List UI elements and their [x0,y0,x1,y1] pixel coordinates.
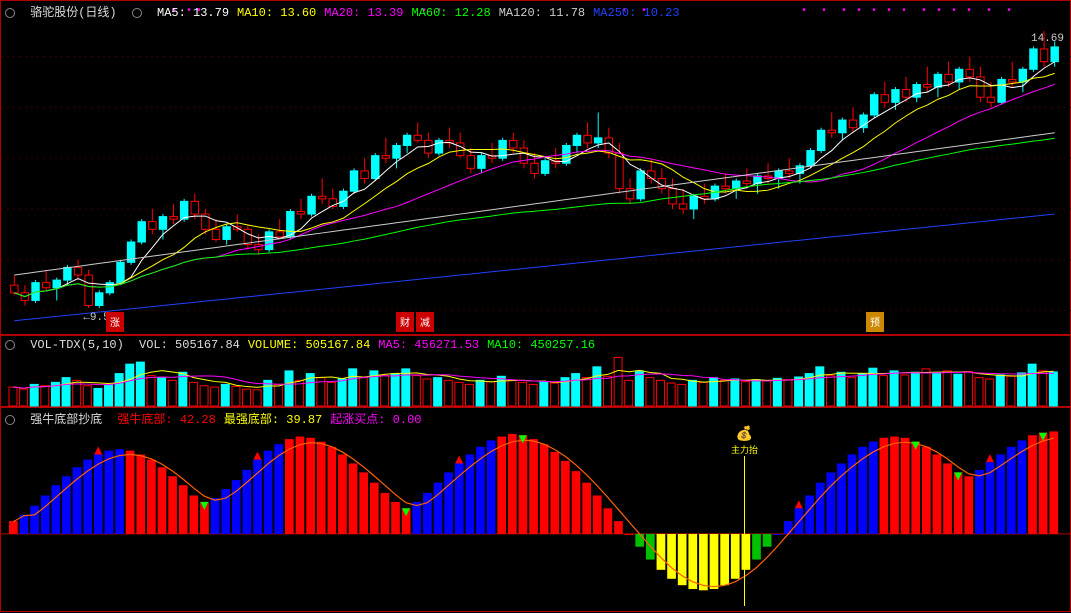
stock-title: 骆驼股份(日线) [30,6,116,20]
price-chart[interactable] [1,1,1071,336]
signal-dot: • [821,6,827,17]
event-tag[interactable]: 减 [416,312,434,332]
stock-chart-container: 骆驼股份(日线) MA5: 13.79MA10: 13.60MA20: 13.3… [0,0,1071,612]
signal-dot: • [801,6,807,17]
signal-dot: • [871,6,877,17]
signal-dot: • [841,6,847,17]
signal-dot: • [901,6,907,17]
event-tag[interactable]: 预 [866,312,884,332]
vol-title: VOL-TDX(5,10) [30,338,124,352]
signal-dot: • [951,6,957,17]
ind-title: 强牛底部抄底 [30,413,102,427]
price-panel[interactable]: 骆驼股份(日线) MA5: 13.79MA10: 13.60MA20: 13.3… [0,0,1071,335]
signal-dot: • [936,6,942,17]
price-high-label: 14.69 [1031,33,1064,45]
indicator-chart[interactable] [1,408,1071,613]
signal-dot: • [856,6,862,17]
indicator-panel[interactable]: 强牛底部抄底 强牛底部: 42.28最强底部: 39.87起涨买点: 0.00 … [0,407,1071,612]
volume-header: VOL-TDX(5,10) VOL: 505167.84VOLUME: 5051… [5,338,611,352]
volume-panel[interactable]: VOL-TDX(5,10) VOL: 505167.84VOLUME: 5051… [0,335,1071,407]
ind-toggle-icon[interactable] [5,415,15,425]
event-tag[interactable]: 财 [396,312,414,332]
price-header: 骆驼股份(日线) MA5: 13.79MA10: 13.60MA20: 13.3… [5,3,696,20]
vol-toggle-icon[interactable] [5,340,15,350]
signal-dot: • [966,6,972,17]
money-bag-tag: 💰主力抬 [731,426,758,606]
toggle-icon[interactable] [5,8,15,18]
ma-toggle-icon[interactable] [132,8,142,18]
signal-dot: • [886,6,892,17]
event-tag[interactable]: 涨 [106,312,124,332]
indicator-header: 强牛底部抄底 强牛底部: 42.28最强底部: 39.87起涨买点: 0.00 [5,410,437,427]
signal-dot: • [1006,6,1012,17]
signal-dot: • [921,6,927,17]
signal-dot: • [986,6,992,17]
